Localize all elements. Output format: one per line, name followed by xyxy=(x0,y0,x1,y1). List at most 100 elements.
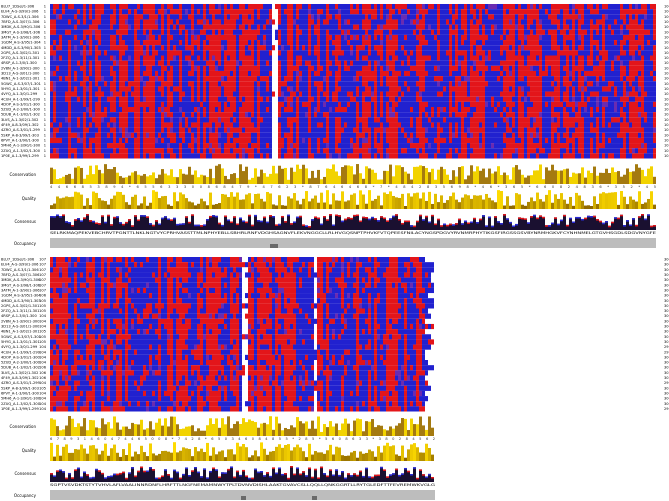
residue-run xyxy=(311,9,317,15)
residue-run xyxy=(653,117,656,123)
consensus-bar xyxy=(77,218,80,230)
end-position: 104 xyxy=(664,77,669,81)
residue-run xyxy=(152,308,158,314)
residue-run xyxy=(317,303,323,309)
residue-run xyxy=(62,122,68,128)
residue-run xyxy=(515,4,518,10)
residue-run xyxy=(50,257,53,263)
residue-run xyxy=(161,65,167,71)
residue-run xyxy=(374,132,377,138)
residue-run xyxy=(470,143,479,149)
residue-run xyxy=(560,153,563,159)
residue-run xyxy=(260,272,272,278)
residue-run xyxy=(560,148,566,154)
residue-run xyxy=(359,127,362,133)
residue-run xyxy=(287,267,290,273)
residue-run xyxy=(203,40,206,46)
residue-run xyxy=(512,127,518,133)
residue-run xyxy=(110,101,116,107)
conservation-bar xyxy=(362,178,365,184)
residue-run xyxy=(176,277,179,283)
residue-run xyxy=(161,277,167,283)
consensus-bar xyxy=(542,216,545,230)
residue-run xyxy=(326,70,332,77)
residue-run xyxy=(260,76,269,82)
quality-bar xyxy=(506,196,509,209)
conservation-bar xyxy=(524,177,527,184)
sequence-name: 5DUB_A-1-3/02/1-302 xyxy=(1,113,40,117)
residue-run xyxy=(305,137,308,144)
residue-run xyxy=(563,24,569,30)
residue-run xyxy=(218,4,221,10)
end-position: 106 xyxy=(664,25,669,29)
residue-run xyxy=(509,29,515,35)
residue-run xyxy=(539,34,542,41)
residue-run xyxy=(95,76,101,82)
residue-run xyxy=(569,132,572,138)
residue-run xyxy=(134,153,140,159)
consensus-top xyxy=(212,215,215,217)
residue-run xyxy=(398,143,410,149)
residue-run xyxy=(398,117,410,123)
quality-bar xyxy=(551,202,554,209)
residue-run xyxy=(272,257,275,263)
residue-run xyxy=(110,287,116,294)
residue-run xyxy=(86,34,89,41)
residue-run xyxy=(398,257,410,263)
residue-run xyxy=(569,91,572,97)
conservation-bar xyxy=(488,168,491,184)
residue-run xyxy=(281,45,284,51)
consensus-bar xyxy=(239,217,242,230)
residue-run xyxy=(473,65,476,71)
residue-run xyxy=(344,272,347,278)
residue-run xyxy=(551,19,560,25)
residue-run xyxy=(137,318,143,324)
residue-run xyxy=(524,86,530,92)
residue-run xyxy=(173,282,176,288)
residue-run xyxy=(530,65,533,71)
residue-run xyxy=(416,117,422,123)
residue-run xyxy=(155,272,158,278)
residue-run xyxy=(320,107,329,113)
residue-run xyxy=(503,34,506,41)
residue-run xyxy=(86,91,89,97)
residue-run xyxy=(401,282,407,288)
residue-run xyxy=(209,132,218,138)
residue-run xyxy=(260,318,263,324)
consensus-top xyxy=(500,223,503,225)
residue-run xyxy=(254,96,257,102)
residue-run xyxy=(230,257,239,263)
quality-bar xyxy=(308,201,311,209)
residue-run xyxy=(266,86,269,92)
residue-run xyxy=(398,148,401,154)
residue-run xyxy=(182,287,188,294)
consensus-top xyxy=(290,223,293,225)
quality-bar xyxy=(110,198,113,209)
consensus-bar xyxy=(377,220,380,230)
residue-run xyxy=(263,318,266,324)
residue-run xyxy=(260,14,269,20)
consensus-top xyxy=(170,219,173,221)
residue-run xyxy=(101,127,110,133)
conservation-bar xyxy=(530,175,533,184)
residue-run xyxy=(563,101,566,107)
residue-run xyxy=(473,4,476,10)
residue-run xyxy=(92,257,95,263)
residue-run xyxy=(509,70,512,77)
residue-run xyxy=(101,70,110,77)
residue-run xyxy=(236,107,239,113)
residue-run xyxy=(257,101,260,107)
conservation-bar xyxy=(170,169,173,184)
residue-run xyxy=(200,137,203,144)
residue-run xyxy=(272,91,275,97)
residue-run xyxy=(248,303,254,309)
residue-run xyxy=(389,14,392,20)
residue-run xyxy=(332,267,341,273)
residue-run xyxy=(536,117,542,123)
residue-run xyxy=(263,34,266,41)
residue-run xyxy=(347,293,350,299)
residue-run xyxy=(92,4,95,10)
residue-run xyxy=(347,262,350,268)
residue-run xyxy=(284,9,293,15)
conservation-bar xyxy=(449,179,452,184)
